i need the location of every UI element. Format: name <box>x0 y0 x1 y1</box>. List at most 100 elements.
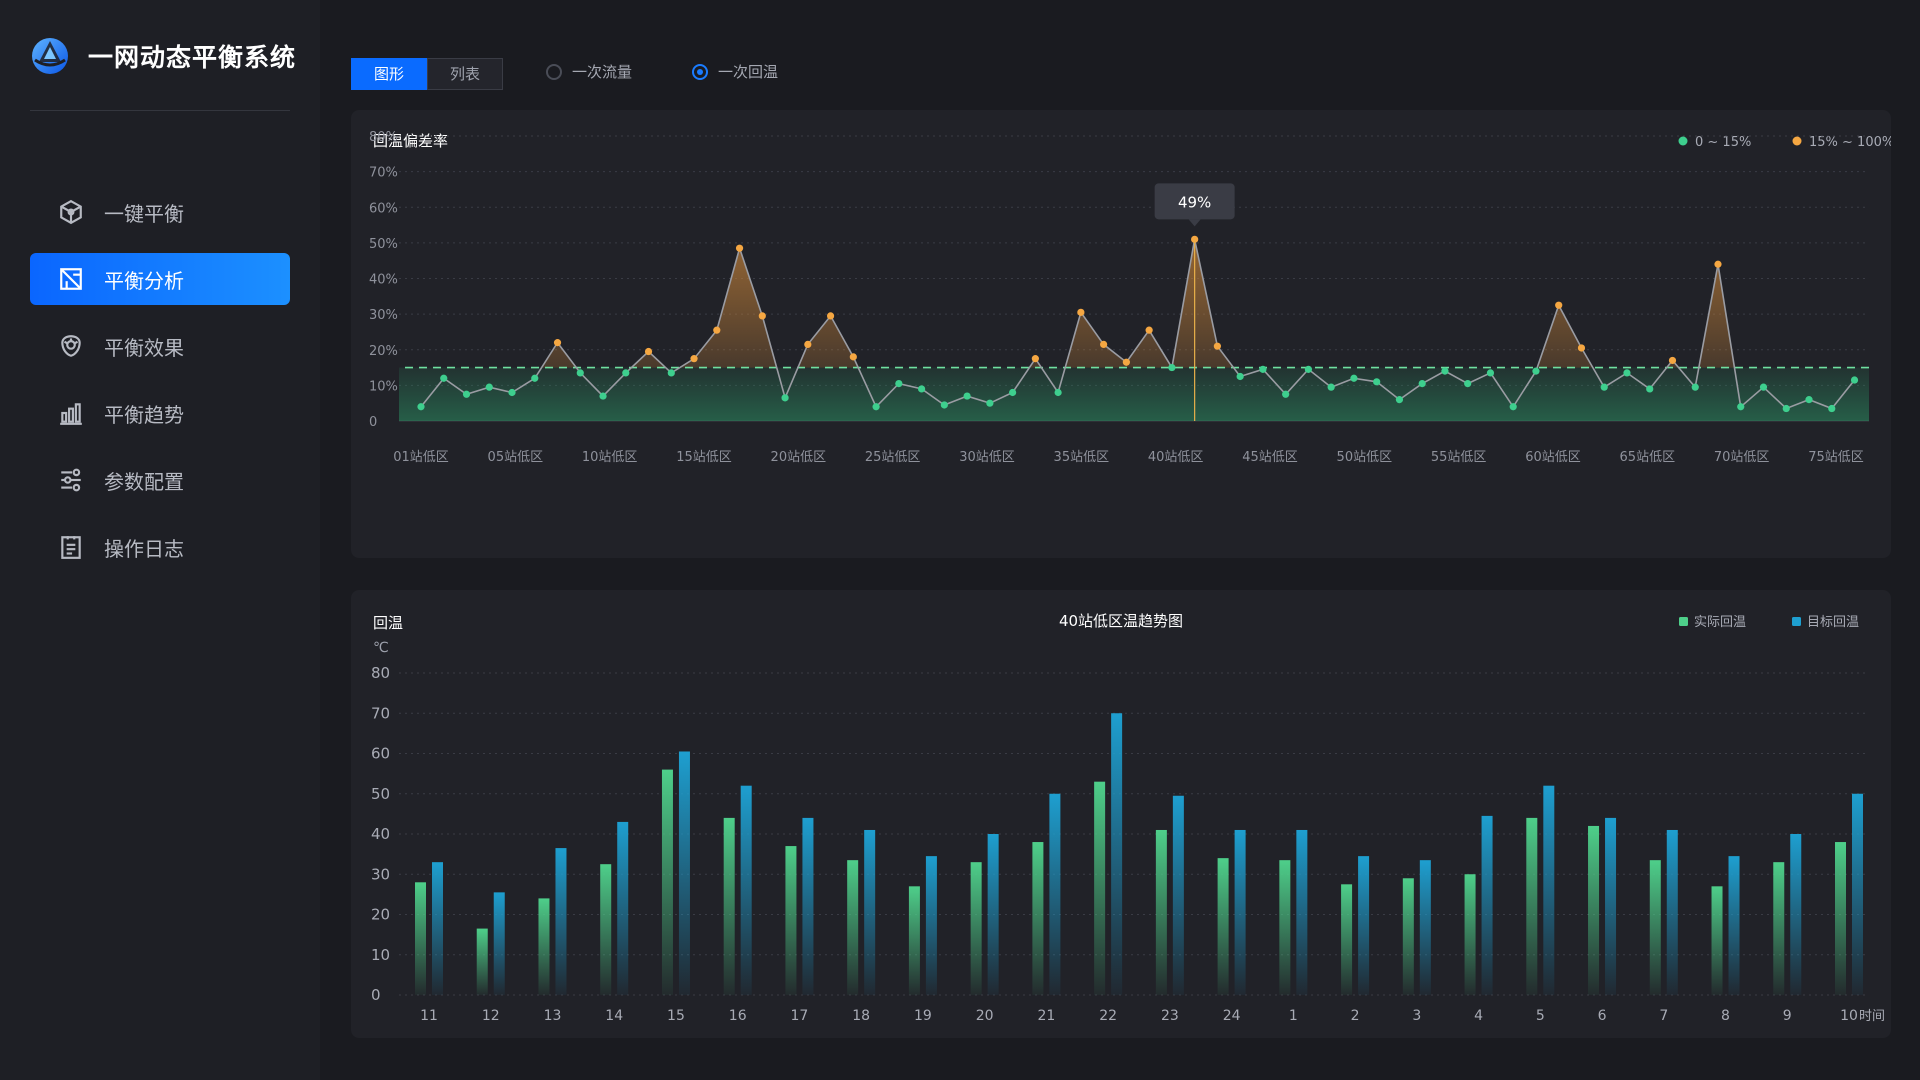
data-point[interactable] <box>781 394 789 402</box>
data-point[interactable] <box>963 392 971 400</box>
bar-actual[interactable] <box>1155 829 1167 995</box>
data-point[interactable] <box>667 369 675 377</box>
data-point[interactable] <box>531 374 539 382</box>
data-point[interactable] <box>1668 356 1677 365</box>
data-point[interactable] <box>1327 383 1335 391</box>
data-point[interactable] <box>1828 404 1836 413</box>
bar-actual[interactable] <box>1032 842 1044 995</box>
data-point[interactable] <box>758 312 766 320</box>
bar-target[interactable] <box>740 785 752 995</box>
data-point[interactable] <box>1145 326 1153 334</box>
bar-target[interactable] <box>1234 829 1246 995</box>
data-point[interactable] <box>1623 369 1631 377</box>
data-point[interactable] <box>440 374 448 382</box>
data-point[interactable] <box>1236 372 1244 381</box>
bar-target[interactable] <box>925 856 937 995</box>
data-point[interactable] <box>872 403 880 411</box>
bar-target[interactable] <box>1728 856 1740 995</box>
data-point[interactable] <box>417 403 425 411</box>
bar-actual[interactable] <box>1588 825 1600 995</box>
bar-target[interactable] <box>678 751 690 995</box>
bar-target[interactable] <box>493 892 505 995</box>
data-point[interactable] <box>1009 388 1017 397</box>
bar-actual[interactable] <box>600 864 612 995</box>
data-point[interactable] <box>849 353 857 361</box>
data-point[interactable] <box>1714 260 1722 268</box>
data-point[interactable] <box>826 312 835 320</box>
data-point[interactable] <box>804 340 812 349</box>
sidebar-item-one-click-balance[interactable]: 一键平衡 <box>30 186 290 238</box>
bar-actual[interactable] <box>476 928 488 995</box>
bar-target[interactable] <box>432 862 443 995</box>
legend-label-low[interactable]: 0 ~ 15% <box>1695 135 1751 150</box>
data-point[interactable] <box>1577 344 1586 352</box>
data-point[interactable] <box>1054 388 1062 397</box>
bar-target[interactable] <box>1172 795 1184 995</box>
sidebar-item-balance-analysis[interactable]: 平衡分析 <box>30 253 290 305</box>
bar-actual[interactable] <box>1217 858 1229 995</box>
radio-primary-flow[interactable]: 一次流量 <box>546 61 632 82</box>
bar-actual[interactable] <box>785 846 797 995</box>
bar-actual[interactable] <box>908 886 920 995</box>
bar-target[interactable] <box>1605 817 1617 995</box>
data-point[interactable] <box>735 244 744 252</box>
sidebar-item-operation-log[interactable]: 操作日志 <box>30 521 290 573</box>
data-point[interactable] <box>576 369 584 377</box>
data-point[interactable] <box>690 355 698 363</box>
sidebar-item-balance-effect[interactable]: 平衡效果 <box>30 320 290 372</box>
data-point[interactable] <box>1168 363 1176 372</box>
bar-actual[interactable] <box>538 898 550 995</box>
bar-target[interactable] <box>1852 793 1863 995</box>
data-point[interactable] <box>1782 404 1790 413</box>
sidebar-item-balance-trend[interactable]: 平衡趋势 <box>30 387 290 439</box>
bar-actual[interactable] <box>1649 860 1661 995</box>
data-point[interactable] <box>599 392 607 400</box>
bar-target[interactable] <box>1049 793 1061 995</box>
bar-actual[interactable] <box>1464 874 1476 995</box>
legend-label-high[interactable]: 15% ~ 100% <box>1809 135 1894 150</box>
bar-actual[interactable] <box>970 862 982 995</box>
bar-target[interactable] <box>1358 856 1370 995</box>
tab-list[interactable]: 列表 <box>427 58 503 90</box>
data-point[interactable] <box>1122 358 1130 366</box>
sidebar-item-parameter-config[interactable]: 参数配置 <box>30 454 290 506</box>
bar-actual[interactable] <box>723 817 735 995</box>
bar-actual[interactable] <box>1094 781 1106 995</box>
data-point[interactable] <box>622 369 630 377</box>
bar-actual[interactable] <box>661 769 673 995</box>
bar-target[interactable] <box>864 829 876 995</box>
data-point[interactable] <box>940 401 948 409</box>
data-point[interactable] <box>508 388 516 397</box>
data-point[interactable] <box>553 339 562 347</box>
bar-actual[interactable] <box>1526 817 1538 995</box>
bar-actual[interactable] <box>1402 878 1414 995</box>
data-point[interactable] <box>1441 367 1449 375</box>
bar-target[interactable] <box>1543 785 1555 995</box>
tab-graph[interactable]: 图形 <box>351 58 427 90</box>
data-point[interactable] <box>1100 340 1108 349</box>
data-point[interactable] <box>1737 403 1745 411</box>
data-point[interactable] <box>485 383 493 391</box>
data-point[interactable] <box>1486 369 1495 377</box>
bar-actual[interactable] <box>415 882 426 995</box>
bar-target[interactable] <box>1790 834 1802 995</box>
data-point[interactable] <box>1555 301 1563 309</box>
data-point[interactable] <box>1600 383 1608 391</box>
data-point[interactable] <box>1646 385 1654 393</box>
bar-actual[interactable] <box>1835 842 1846 995</box>
bar-actual[interactable] <box>1711 886 1723 995</box>
data-point[interactable] <box>713 326 721 334</box>
bar-target[interactable] <box>555 848 567 995</box>
data-point[interactable] <box>1282 390 1290 398</box>
bar-target[interactable] <box>1296 829 1308 995</box>
legend-label-target[interactable]: 目标回温 <box>1807 615 1859 630</box>
legend-label-actual[interactable]: 实际回温 <box>1694 615 1746 630</box>
bar-actual[interactable] <box>847 860 859 995</box>
bar-actual[interactable] <box>1341 884 1353 995</box>
data-point[interactable] <box>1395 396 1404 404</box>
data-point[interactable] <box>1509 403 1517 411</box>
bar-target[interactable] <box>802 817 814 995</box>
bar-target[interactable] <box>617 821 629 995</box>
radio-primary-return-temp[interactable]: 一次回温 <box>692 61 778 82</box>
data-point[interactable] <box>986 399 994 407</box>
